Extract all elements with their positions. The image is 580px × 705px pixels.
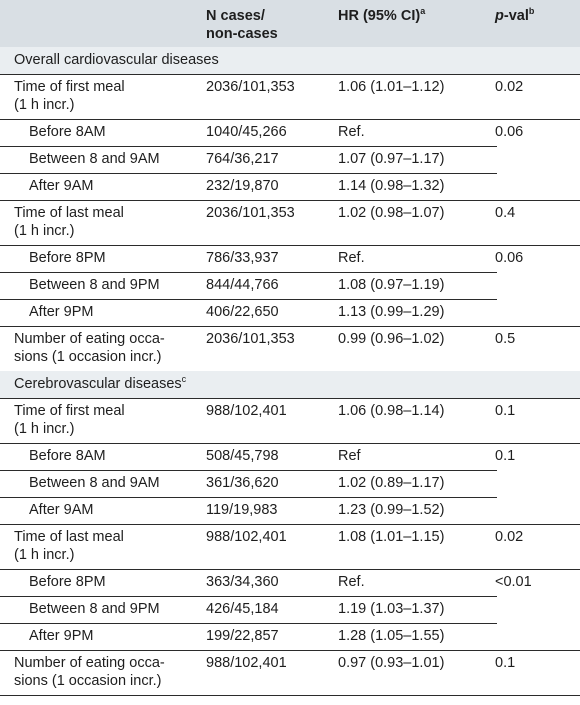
group-label: Time of last meal (1 h incr.) <box>14 205 124 239</box>
row-divider <box>0 695 580 696</box>
subrow-hr: 1.19 (1.03–1.37) <box>338 601 445 617</box>
group-cases: 988/102,401 <box>206 403 287 419</box>
subrow-hr: Ref <box>338 448 361 464</box>
subrow-hr: 1.07 (0.97–1.17) <box>338 151 445 167</box>
subrow-hr: 1.13 (0.99–1.29) <box>338 304 445 320</box>
group-hr: 1.08 (1.01–1.15) <box>338 529 445 545</box>
subrow-label: After 9AM <box>29 502 94 518</box>
group-cases: 2036/101,353 <box>206 79 295 95</box>
subrow-hr: 1.28 (1.05–1.55) <box>338 628 445 644</box>
row-divider <box>0 650 580 651</box>
group-hr: 1.02 (0.98–1.07) <box>338 205 445 221</box>
group-label: Time of last meal (1 h incr.) <box>14 529 124 563</box>
subrow-cases: 199/22,857 <box>206 628 279 644</box>
row-divider <box>0 497 497 498</box>
subrow-label: Between 8 and 9AM <box>29 151 160 167</box>
subrow-cases: 764/36,217 <box>206 151 279 167</box>
row-divider <box>0 443 580 444</box>
subrow-hr: 1.08 (0.97–1.19) <box>338 277 445 293</box>
subrow-pval: 0.1 <box>495 448 516 464</box>
row-divider <box>0 200 580 201</box>
subrow-cases: 508/45,798 <box>206 448 279 464</box>
subrow-hr: Ref. <box>338 124 365 140</box>
row-divider <box>0 470 497 471</box>
group-cases: 988/102,401 <box>206 529 287 545</box>
group-pval: 0.02 <box>495 79 524 95</box>
section-band <box>0 371 580 398</box>
subrow-label: After 9AM <box>29 178 94 194</box>
subrow-label: After 9PM <box>29 628 94 644</box>
group-label: Time of first meal (1 h incr.) <box>14 403 125 437</box>
row-divider <box>0 146 497 147</box>
subrow-cases: 361/36,620 <box>206 475 279 491</box>
subrow-cases: 786/33,937 <box>206 250 279 266</box>
subrow-label: After 9PM <box>29 304 94 320</box>
subrow-label: Before 8AM <box>29 124 106 140</box>
subrow-pval: 0.06 <box>495 250 524 266</box>
subrow-pval: <0.01 <box>495 574 532 590</box>
header-hr: HR (95% CI)a <box>338 6 426 24</box>
subrow-label: Between 8 and 9PM <box>29 277 160 293</box>
subrow-hr: Ref. <box>338 250 365 266</box>
header-pval: p-valb <box>495 6 535 24</box>
subrow-cases: 363/34,360 <box>206 574 279 590</box>
header-cases: N cases/non-cases <box>206 8 278 42</box>
group-pval: 0.02 <box>495 529 524 545</box>
group-label: Number of eating occa- sions (1 occasion… <box>14 331 165 365</box>
group-cases: 988/102,401 <box>206 655 287 671</box>
subrow-label: Between 8 and 9AM <box>29 475 160 491</box>
subrow-hr: 1.14 (0.98–1.32) <box>338 178 445 194</box>
row-divider <box>0 596 497 597</box>
subrow-pval: 0.06 <box>495 124 524 140</box>
subrow-cases: 406/22,650 <box>206 304 279 320</box>
row-divider <box>0 272 497 273</box>
row-divider <box>0 623 497 624</box>
table-header <box>0 0 580 47</box>
group-hr: 0.99 (0.96–1.02) <box>338 331 445 347</box>
subrow-label: Before 8PM <box>29 574 106 590</box>
section-title: Cerebrovascular diseasesc <box>14 375 186 393</box>
group-hr: 1.06 (0.98–1.14) <box>338 403 445 419</box>
group-pval: 0.1 <box>495 403 516 419</box>
group-pval: 0.5 <box>495 331 516 347</box>
subrow-cases: 1040/45,266 <box>206 124 287 140</box>
group-hr: 1.06 (1.01–1.12) <box>338 79 445 95</box>
subrow-cases: 232/19,870 <box>206 178 279 194</box>
subrow-hr: 1.23 (0.99–1.52) <box>338 502 445 518</box>
row-divider <box>0 524 580 525</box>
subrow-hr: Ref. <box>338 574 365 590</box>
row-divider <box>0 299 497 300</box>
subrow-cases: 119/19,983 <box>206 502 278 518</box>
footnote-marker: c <box>181 374 187 385</box>
subrow-label: Before 8PM <box>29 250 106 266</box>
row-divider <box>0 245 580 246</box>
subrow-cases: 844/44,766 <box>206 277 279 293</box>
row-divider <box>0 119 580 120</box>
group-pval: 0.4 <box>495 205 516 221</box>
section-title-text: Cerebrovascular diseases <box>14 376 182 392</box>
group-cases: 2036/101,353 <box>206 205 295 221</box>
group-pval: 0.1 <box>495 655 516 671</box>
subrow-label: Between 8 and 9PM <box>29 601 160 617</box>
row-divider <box>0 74 580 75</box>
section-title-text: Overall cardiovascular diseases <box>14 52 219 68</box>
group-hr: 0.97 (0.93–1.01) <box>338 655 445 671</box>
row-divider <box>0 173 497 174</box>
subrow-cases: 426/45,184 <box>206 601 279 617</box>
group-label: Time of first meal (1 h incr.) <box>14 79 125 113</box>
group-cases: 2036/101,353 <box>206 331 295 347</box>
section-title: Overall cardiovascular diseases <box>14 51 219 69</box>
row-divider <box>0 326 580 327</box>
section-band <box>0 47 580 74</box>
subrow-label: Before 8AM <box>29 448 106 464</box>
row-divider <box>0 398 580 399</box>
subrow-hr: 1.02 (0.89–1.17) <box>338 475 445 491</box>
row-divider <box>0 569 580 570</box>
group-label: Number of eating occa- sions (1 occasion… <box>14 655 165 689</box>
